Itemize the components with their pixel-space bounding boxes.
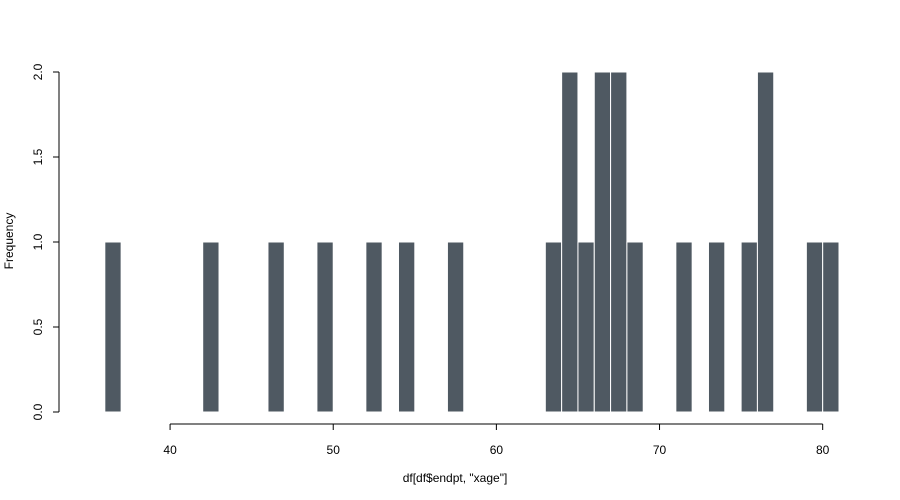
x-tick-label: 80 [816,443,830,457]
histogram-bar [707,241,726,413]
histogram-bar [316,241,334,413]
histogram-bar [756,71,775,413]
x-tick-label: 70 [653,443,667,457]
y-tick-label: 1.0 [31,233,45,250]
y-tick-label: 2.0 [31,63,45,80]
histogram-bar [805,241,824,413]
y-axis: 0.0 0.5 1.0 1.5 2.0 [31,63,60,420]
histogram-bar [202,241,220,413]
histogram-bar [104,241,122,413]
y-axis-label: Frequency [2,213,16,270]
histogram-bar [822,241,840,413]
y-tick-label: 1.5 [31,148,45,165]
histogram-bar [675,241,693,413]
histogram-bar [544,241,563,413]
histogram-bar [397,241,416,413]
histogram-bar [593,71,612,413]
histogram-bar [740,241,758,413]
y-tick-label: 0.5 [31,318,45,335]
x-tick-label: 40 [163,443,177,457]
histogram-bar [561,71,579,413]
histogram-bar [446,241,465,413]
histogram-bar [626,241,644,413]
y-tick-label: 0.0 [31,403,45,420]
histogram-bar [610,71,628,413]
x-axis: 40 50 60 70 80 [163,423,830,457]
histogram-bar [267,241,285,413]
bars-group [104,71,840,413]
histogram-bar [365,241,383,413]
histogram-bar [577,241,595,413]
x-tick-label: 50 [327,443,341,457]
x-axis-label: df[df$endpt, "xage"] [403,471,508,485]
x-tick-label: 60 [490,443,504,457]
